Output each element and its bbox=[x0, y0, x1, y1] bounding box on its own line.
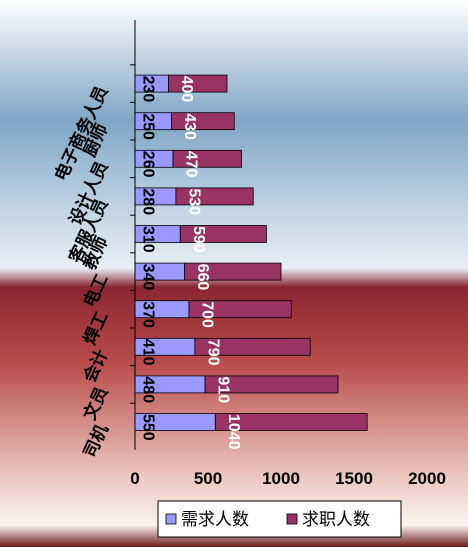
legend-swatch-demand bbox=[165, 513, 177, 525]
data-label-applicants: 400 bbox=[178, 76, 195, 103]
bar-applicants-6 bbox=[175, 187, 254, 206]
data-label-applicants: 430 bbox=[181, 113, 198, 140]
bar-applicants-3 bbox=[188, 300, 292, 319]
bar-applicants-7 bbox=[172, 149, 242, 168]
data-label-applicants: 530 bbox=[185, 188, 202, 215]
data-label-demand: 230 bbox=[140, 76, 157, 103]
data-label-demand: 250 bbox=[140, 113, 157, 140]
bar-applicants-4 bbox=[184, 262, 282, 281]
bar-applicants-8 bbox=[171, 112, 235, 131]
x-tick-label: 1000 bbox=[262, 469, 300, 488]
legend-label-demand: 需求人数 bbox=[181, 510, 249, 530]
x-tick-label: 500 bbox=[194, 469, 222, 488]
data-label-demand: 280 bbox=[140, 188, 157, 215]
data-label-demand: 310 bbox=[140, 226, 157, 253]
data-label-applicants: 790 bbox=[204, 339, 221, 366]
x-tick-label: 0 bbox=[130, 469, 139, 488]
bar-applicants-2 bbox=[194, 337, 311, 356]
data-label-demand: 340 bbox=[140, 264, 157, 291]
bar-applicants-9 bbox=[168, 74, 228, 93]
data-label-applicants: 700 bbox=[199, 301, 216, 328]
bar-applicants-1 bbox=[204, 375, 339, 394]
legend-label-applicants: 求职人数 bbox=[302, 510, 370, 530]
data-label-applicants: 590 bbox=[190, 226, 207, 253]
data-label-demand: 550 bbox=[140, 414, 157, 441]
bar-applicants-0 bbox=[214, 413, 368, 431]
data-label-demand: 480 bbox=[140, 376, 157, 403]
x-tick-label: 1500 bbox=[335, 469, 373, 488]
data-label-applicants: 660 bbox=[194, 264, 211, 291]
legend-box bbox=[157, 500, 402, 538]
bar-applicants-5 bbox=[179, 225, 267, 243]
x-tick-label: 2000 bbox=[408, 469, 446, 488]
legend-swatch-applicants bbox=[286, 513, 298, 525]
data-label-applicants: 1040 bbox=[225, 414, 242, 450]
data-label-applicants: 910 bbox=[215, 376, 232, 403]
data-label-demand: 410 bbox=[140, 339, 157, 366]
data-label-demand: 370 bbox=[140, 301, 157, 328]
data-label-demand: 260 bbox=[140, 151, 157, 178]
data-label-applicants: 470 bbox=[182, 151, 199, 178]
